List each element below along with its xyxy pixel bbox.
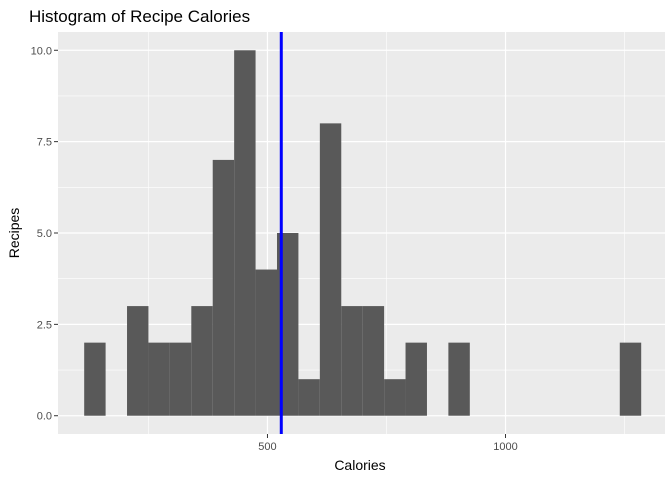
histogram-bars — [84, 50, 642, 416]
histogram-bar — [298, 379, 320, 416]
histogram-bar — [448, 342, 470, 416]
y-tick-label: 10.0 — [31, 45, 52, 57]
histogram-bar — [169, 342, 192, 416]
histogram-bar — [255, 269, 277, 416]
y-tick-label: 5.0 — [37, 228, 52, 240]
x-tick-label: 1000 — [493, 441, 517, 453]
y-tick-label: 0.0 — [37, 411, 52, 423]
x-axis-ticks: 500 1000 — [258, 434, 518, 453]
histogram-bar — [319, 123, 342, 416]
x-axis-title: Calories — [334, 457, 385, 473]
y-tick-label: 2.5 — [37, 319, 52, 331]
chart-title: Histogram of Recipe Calories — [29, 7, 250, 26]
histogram-bar — [362, 306, 385, 416]
histogram-bar — [234, 50, 256, 416]
histogram-bar — [384, 379, 406, 416]
histogram-bar — [212, 159, 235, 416]
x-tick-label: 500 — [258, 441, 276, 453]
y-tick-label: 7.5 — [37, 137, 52, 149]
histogram-bar — [405, 342, 427, 416]
histogram-bar — [619, 342, 642, 416]
y-axis-title: Recipes — [6, 208, 22, 259]
histogram-bar — [84, 342, 106, 416]
histogram-bar — [127, 306, 149, 416]
histogram-bar — [341, 306, 363, 416]
histogram-bar — [191, 306, 213, 416]
y-axis-ticks: 0.0 2.5 5.0 7.5 10.0 — [31, 45, 58, 423]
histogram-bar — [148, 342, 170, 416]
